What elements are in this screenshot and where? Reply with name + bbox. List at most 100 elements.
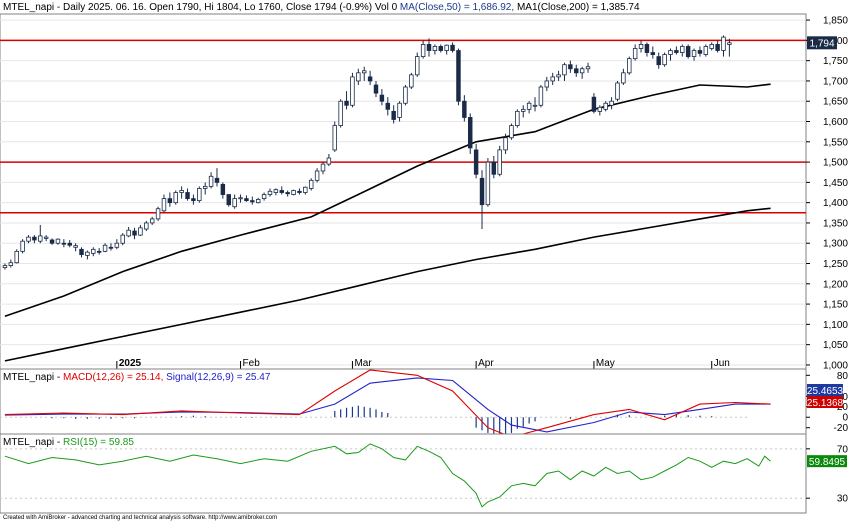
candle-body [67, 242, 72, 246]
candle [96, 248, 102, 255]
candle [361, 66, 367, 81]
candle [485, 158, 491, 207]
candle [297, 188, 302, 195]
macd-value-badges: 25.4653 25.1368 [807, 384, 844, 409]
macd-header: MTEL_napi - MACD(12,26) = 25.14, Signal(… [3, 372, 271, 383]
candle-body [255, 199, 261, 204]
candle-body [38, 235, 43, 242]
candle-body [314, 170, 320, 181]
footer-credit: Created with AmiBroker - advanced charti… [3, 515, 277, 521]
candle-body [703, 46, 709, 55]
candle [456, 48, 461, 106]
time-tick-label: Mar [354, 358, 372, 369]
candle [591, 93, 597, 114]
candle-body [609, 100, 614, 106]
price-y-tick-label: 1,750 [823, 56, 848, 67]
candle [208, 172, 214, 189]
candle [715, 40, 720, 53]
horizontal-lines [0, 39, 806, 214]
candle-body [114, 242, 120, 248]
candle [20, 239, 25, 254]
candle-body [473, 149, 479, 175]
price-header-ma50: MA(Close,50) = 1,686.92, [400, 2, 514, 13]
price-y-tick-label: 1,250 [823, 259, 848, 270]
candle-body [49, 239, 55, 244]
candle [550, 72, 555, 85]
candle [579, 66, 585, 79]
candle-body [220, 183, 226, 195]
candle-body [550, 76, 555, 82]
candle [721, 35, 726, 57]
candle-body [179, 190, 184, 193]
candle [350, 72, 355, 108]
price-y-tick-label: 1,050 [823, 340, 848, 351]
candle [197, 186, 202, 203]
price-header: MTEL_napi - Daily 2025. 06. 16. Open 179… [3, 2, 640, 13]
candle-body [497, 149, 502, 175]
candle [473, 143, 479, 179]
candle-body [438, 46, 444, 51]
candle-body [161, 198, 167, 212]
candle [55, 238, 61, 245]
candle [250, 196, 255, 205]
candle [538, 85, 544, 108]
candle [556, 70, 561, 81]
candle-body [491, 161, 497, 175]
price-pane: 1,8501,8001,7501,7001,6501,6001,5501,500… [0, 2, 848, 437]
candle [138, 224, 143, 236]
candle-body [232, 198, 237, 208]
candle-body [197, 188, 202, 202]
candle-body [32, 236, 37, 241]
rsi-y-tick-label: 30 [837, 494, 849, 505]
candle [426, 38, 432, 57]
candle-body [450, 44, 455, 51]
candle-body [650, 52, 656, 55]
candle-body [544, 80, 550, 88]
candle [438, 44, 444, 53]
candle-body [91, 248, 96, 254]
rsi-grid [0, 448, 806, 499]
price-y-tick-label: 1,550 [823, 137, 848, 148]
candle [267, 188, 273, 197]
candle [574, 64, 579, 77]
candle [603, 101, 608, 112]
candle [503, 133, 508, 154]
rsi-y-axis: 70 30 [806, 444, 849, 505]
candle-body [85, 251, 90, 256]
candle [232, 194, 237, 209]
candle [544, 76, 550, 92]
time-tick-label: Apr [478, 358, 494, 369]
rsi-pane: 70 30 59.8495 MTEL_napi - RSI(15) = 59.85 [0, 433, 849, 514]
price-y-tick-label: 1,400 [823, 198, 848, 209]
candle [462, 95, 467, 122]
macd-y-tick-label: 0 [842, 413, 848, 424]
candle-body [391, 110, 396, 120]
candle-body [409, 74, 414, 88]
candle [102, 243, 108, 253]
time-tick-label: Jun [714, 358, 730, 369]
candle [314, 168, 320, 183]
candle-body [379, 94, 385, 102]
candle [403, 85, 408, 106]
candle-body [562, 64, 567, 76]
candle [326, 153, 332, 167]
candle [609, 97, 614, 110]
candle [185, 188, 190, 201]
price-y-tick-label: 1,350 [823, 218, 848, 229]
candle [26, 235, 31, 244]
candle-body [250, 200, 255, 203]
candle [14, 249, 19, 264]
candle [214, 168, 220, 187]
rsi-line [4, 443, 771, 508]
price-header-title: MTEL_napi - Daily 2025. 06. 16. Open 179… [3, 2, 398, 13]
price-y-tick-label: 1,850 [823, 16, 848, 27]
candle [674, 46, 679, 55]
candle-body [185, 192, 190, 199]
candle-body [291, 190, 296, 195]
candle-body [344, 100, 349, 106]
candle [273, 188, 279, 196]
candle-body [238, 197, 243, 200]
price-y-tick-label: 1,000 [823, 360, 848, 371]
candle-body [397, 102, 402, 118]
candle [703, 44, 709, 57]
